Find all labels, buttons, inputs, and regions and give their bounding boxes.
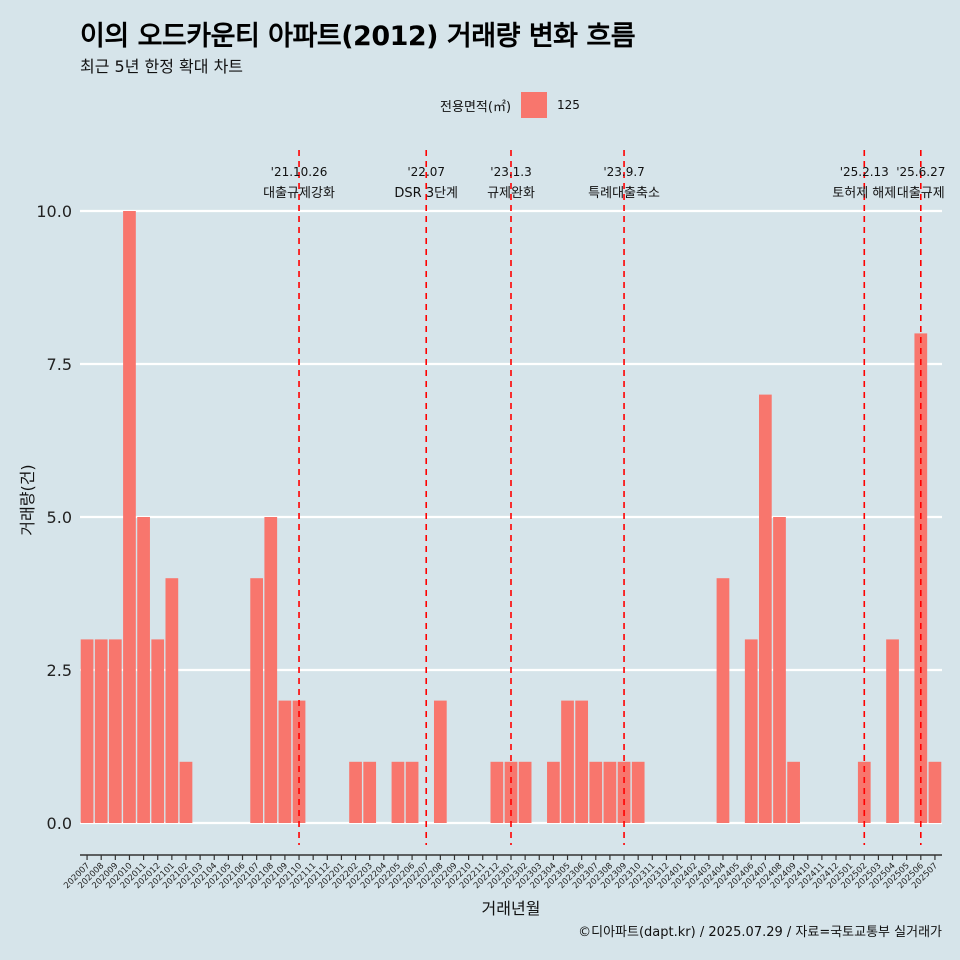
bar bbox=[490, 761, 504, 823]
bar bbox=[405, 761, 419, 823]
bar bbox=[631, 761, 645, 823]
y-tick-label: 7.5 bbox=[47, 355, 72, 374]
legend-title: 전용면적(㎡) bbox=[440, 99, 512, 115]
event-date-label: '23.9.7 bbox=[603, 165, 644, 179]
source-caption: ©디아파트(dapt.kr) / 2025.07.29 / 자료=국토교통부 실… bbox=[578, 925, 942, 940]
event-name-label: 대출규제강화 bbox=[263, 186, 335, 201]
legend: 전용면적(㎡) 125 bbox=[0, 92, 960, 118]
event-date-label: '21.10.26 bbox=[271, 165, 328, 179]
y-tick-label: 10.0 bbox=[36, 202, 72, 221]
bar bbox=[108, 639, 122, 823]
bar bbox=[179, 761, 193, 823]
bar bbox=[264, 517, 278, 823]
event-date-label: '22.07 bbox=[407, 165, 445, 179]
bar bbox=[151, 639, 165, 823]
bar bbox=[759, 394, 772, 823]
bar bbox=[589, 761, 603, 823]
bar bbox=[137, 517, 150, 823]
bar bbox=[928, 761, 942, 823]
bar bbox=[123, 211, 136, 823]
bar bbox=[278, 700, 292, 823]
bar bbox=[391, 761, 405, 823]
event-name-label: 특례대출축소 bbox=[588, 186, 660, 201]
bar bbox=[80, 639, 94, 823]
bar bbox=[886, 639, 899, 823]
y-tick-label: 2.5 bbox=[47, 661, 72, 680]
bar bbox=[603, 761, 617, 823]
bar bbox=[773, 517, 786, 823]
bar bbox=[561, 700, 574, 823]
bar bbox=[744, 639, 758, 823]
event-name-label: 대출규제 bbox=[897, 186, 945, 201]
bar bbox=[787, 761, 800, 823]
bar bbox=[914, 333, 928, 823]
chart-title: 이의 오드카운티 아파트(2012) 거래량 변화 흐름 bbox=[80, 21, 636, 52]
bar bbox=[433, 700, 447, 823]
bar bbox=[547, 761, 560, 823]
bar bbox=[94, 639, 108, 823]
event-date-label: '25.6.27 bbox=[896, 165, 945, 179]
bar bbox=[518, 761, 532, 823]
event-name-label: DSR 3단계 bbox=[394, 186, 458, 201]
bar bbox=[363, 761, 377, 823]
bar bbox=[250, 578, 263, 823]
event-name-label: 토허제 해제 bbox=[832, 186, 896, 201]
bar bbox=[292, 700, 306, 823]
event-name-label: 규제완화 bbox=[487, 186, 535, 201]
y-axis-title: 거래량(건) bbox=[18, 464, 37, 535]
y-tick-label: 0.0 bbox=[47, 814, 72, 833]
bar bbox=[349, 761, 362, 823]
bar bbox=[716, 578, 730, 823]
x-axis-title: 거래년월 bbox=[482, 899, 541, 918]
legend-item-label: 125 bbox=[557, 98, 580, 112]
bar bbox=[165, 578, 179, 823]
event-date-label: '25.2.13 bbox=[840, 165, 889, 179]
event-date-label: '23.1.3 bbox=[490, 165, 531, 179]
y-tick-label: 5.0 bbox=[47, 508, 72, 527]
chart-subtitle: 최근 5년 한정 확대 차트 bbox=[80, 57, 244, 76]
legend-swatch bbox=[521, 92, 548, 118]
bar bbox=[575, 700, 589, 823]
